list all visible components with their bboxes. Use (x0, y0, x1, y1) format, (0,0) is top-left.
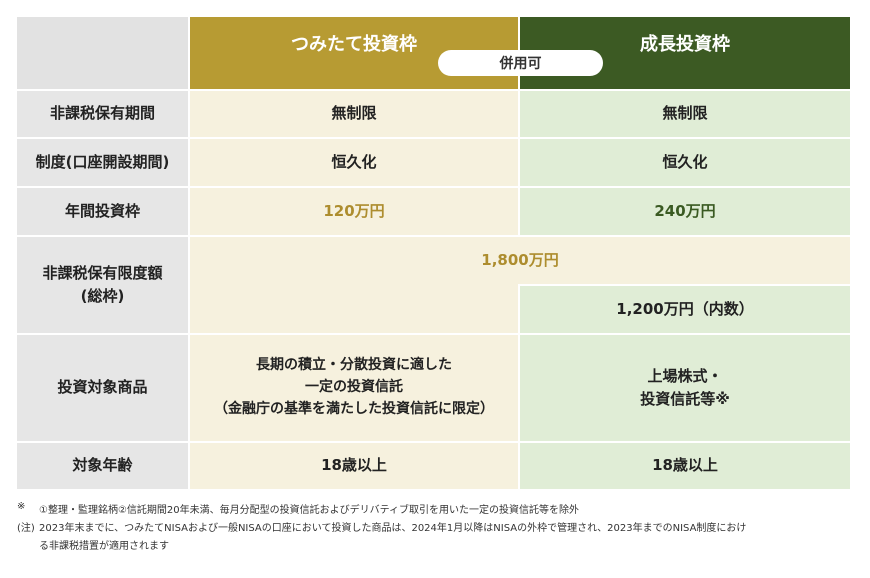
row-label-holding-period: 非課税保有期間 (17, 91, 188, 137)
footnote-2: (注) 2023年末までに、つみたてNISAおよび一般NISAの口座において投資… (17, 519, 746, 534)
row-label-total-limit-line1: 非課税保有限度額 (42, 263, 163, 282)
growth-system: 恒久化 (520, 139, 850, 186)
tsumitate-products-line1: 長期の積立・分散投資に適した (256, 357, 452, 374)
tsumitate-holding-period: 無制限 (190, 91, 518, 137)
row-label-system: 制度(口座開設期間) (17, 139, 188, 186)
footnote-2-line1: 2023年末までに、つみたてNISAおよび一般NISAの口座において投資した商品… (39, 523, 747, 534)
row-label-annual-limit: 年間投資枠 (17, 188, 188, 235)
row-label-total-limit: 非課税保有限度額 (総枠) (17, 237, 188, 333)
tsumitate-products-line2: 一定の投資信託 (305, 379, 403, 396)
tsumitate-total-limit-blank (190, 284, 518, 333)
growth-products: 上場株式・ 投資信託等※ (520, 335, 850, 441)
growth-holding-period: 無制限 (520, 91, 850, 137)
footnote-2-continued: る非課税措置が適用されます (39, 537, 169, 552)
row-label-age: 対象年齢 (17, 443, 188, 489)
row-label-products: 投資対象商品 (17, 335, 188, 441)
growth-products-line1: 上場株式・ (647, 366, 723, 385)
footnote-2-mark: (注) (17, 523, 35, 534)
combine-badge: 併用可 (438, 50, 603, 76)
row-label-total-limit-line2: (総枠) (80, 287, 125, 305)
tsumitate-system: 恒久化 (190, 139, 518, 186)
footnote-1-text: ①整理・監理銘柄②信託期間20年未満、毎月分配型の投資信託およびデリバティブ取引… (39, 505, 580, 516)
tsumitate-annual-limit: 120万円 (190, 188, 518, 235)
footnote-1: ※ ①整理・監理銘柄②信託期間20年未満、毎月分配型の投資信託およびデリバティブ… (17, 501, 579, 516)
header-blank-cell (17, 17, 188, 89)
combined-total-limit: 1,800万円 (190, 237, 850, 284)
growth-products-line2: 投資信託等※ (640, 390, 730, 408)
footnote-1-mark: ※ (17, 501, 26, 512)
growth-age: 18歳以上 (520, 443, 850, 489)
footnote-2-line2: る非課税措置が適用されます (39, 541, 169, 552)
tsumitate-products: 長期の積立・分散投資に適した 一定の投資信託 （金融庁の基準を満たした投資信託に… (190, 335, 518, 441)
growth-total-limit: 1,200万円（内数） (520, 286, 850, 333)
tsumitate-age: 18歳以上 (190, 443, 518, 489)
tsumitate-products-line3: （金融庁の基準を満たした投資信託に限定） (214, 400, 494, 417)
growth-annual-limit: 240万円 (520, 188, 850, 235)
